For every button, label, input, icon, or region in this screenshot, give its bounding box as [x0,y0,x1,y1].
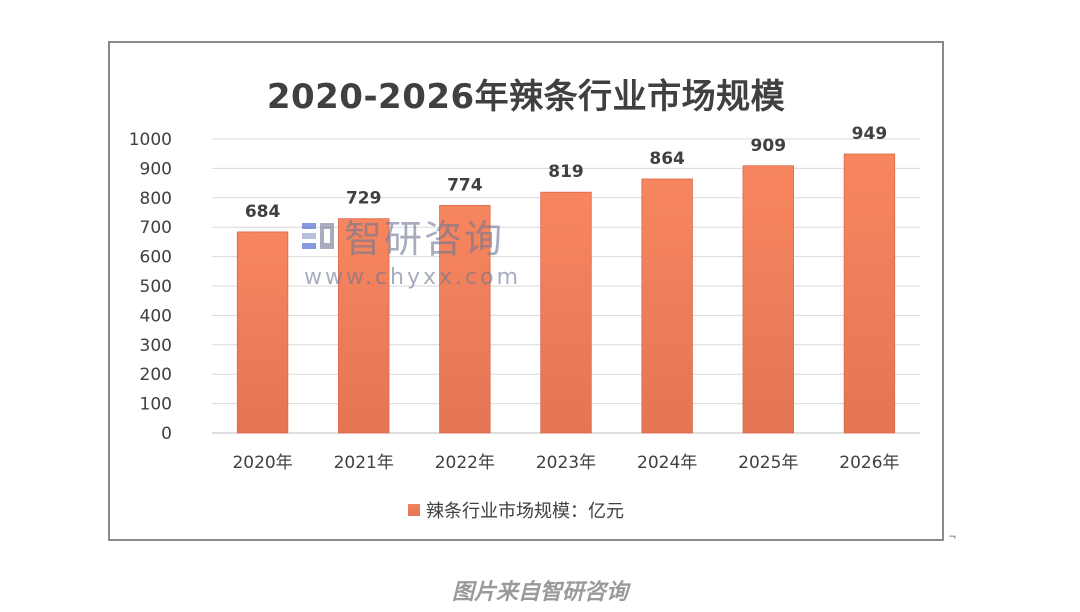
y-tick-label: 400 [140,306,172,326]
image-caption: 图片来自智研咨询 [451,579,628,605]
y-axis-ticks: 0 100 200 300 400 500 600 700 800 900 1000 [129,130,172,444]
bar [439,205,491,434]
bar [540,191,592,434]
legend-label: 辣条行业市场规模：亿元 [426,501,624,522]
y-tick-label: 200 [140,365,172,385]
bar [338,218,390,434]
data-label: 729 [346,189,382,209]
data-label: 819 [548,162,584,182]
bar [236,231,289,434]
data-label: 684 [245,202,281,222]
legend: 辣条行业市场规模：亿元 [408,497,624,523]
y-tick-label: 500 [140,277,172,297]
chart-frame: 2020-2026年辣条行业市场规模 0 100 200 300 400 500 600 70… [108,41,944,541]
x-tick-label: 2024年 [637,453,697,473]
bars [236,153,896,434]
x-tick-label: 2025年 [738,453,798,473]
y-tick-label: 800 [140,189,172,209]
bar [742,165,794,434]
y-tick-label: 900 [140,159,172,179]
brand-logo-icon [302,222,334,249]
x-tick-label: 2026年 [839,453,899,473]
data-labels: 684 729 774 819 864 909 949 [245,124,887,222]
x-tick-label: 2021年 [334,453,394,473]
data-label: 774 [447,175,483,195]
watermark-brand: 智研咨询 [344,217,505,261]
bar [641,178,693,434]
data-label: 909 [751,136,787,156]
y-tick-label: 700 [140,218,172,238]
y-tick-label: 1000 [129,130,172,150]
corner-mark: ¬ [948,532,957,543]
watermark-url: www.chyxx.com [304,265,522,290]
y-tick-label: 100 [140,395,172,415]
bar-chart: 0 100 200 300 400 500 600 700 800 900 1000 684 729 7… [129,124,920,473]
y-tick-label: 300 [140,336,172,356]
bar [843,153,896,434]
watermark: 智研咨询 www.chyxx.com [300,208,521,290]
y-tick-label: 600 [140,248,172,268]
x-tick-label: 2020年 [232,453,292,473]
x-axis-ticks: 2020年 2021年 2022年 2023年 2024年 2025年 2026年 [232,453,899,473]
chart-title: 2020-2026年辣条行业市场规模 [266,77,786,117]
data-label: 864 [649,149,685,169]
y-tick-label: 0 [161,424,172,444]
x-tick-label: 2023年 [536,453,596,473]
legend-swatch [408,504,420,516]
data-label: 949 [852,124,888,144]
x-tick-label: 2022年 [435,453,495,473]
